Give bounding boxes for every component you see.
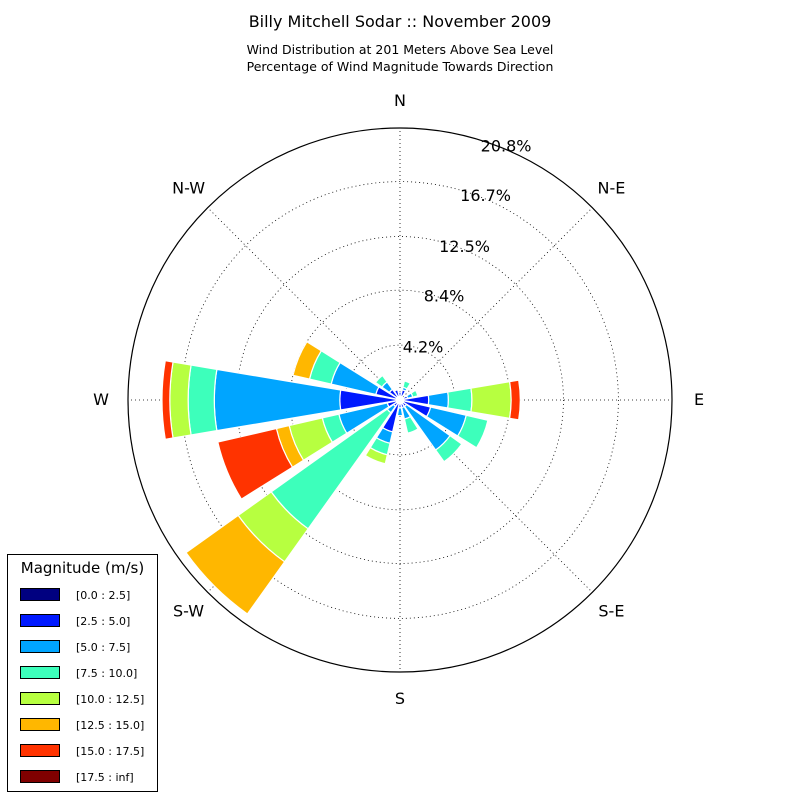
polar-boundary [127, 127, 673, 673]
wind-bar-segment [402, 380, 412, 390]
angular-grid-line [399, 399, 593, 593]
wind-bars [161, 340, 521, 615]
legend-swatch [20, 588, 60, 601]
wind-bar-segment [447, 387, 473, 413]
wind-bar-segment [185, 514, 286, 615]
legend-swatch [20, 692, 60, 705]
wind-bar-segment [403, 415, 419, 434]
wind-bar-segment [364, 446, 389, 465]
direction-label: S [395, 689, 405, 708]
radial-grid-ring [236, 236, 564, 564]
legend-label: [12.5 : 15.0] [76, 719, 145, 732]
wind-bar-segment [427, 391, 449, 409]
radial-tick-label: 12.5% [439, 237, 490, 256]
legend-swatch [20, 744, 60, 757]
direction-label: S-W [173, 601, 204, 620]
legend-swatch [20, 770, 60, 783]
wind-bar-segment [393, 389, 400, 398]
wind-bar-segment [434, 434, 463, 463]
legend-label: [10.0 : 12.5] [76, 693, 145, 706]
radial-tick-label: 8.4% [424, 287, 465, 306]
direction-label: N [394, 91, 406, 110]
angular-grid-line [207, 207, 401, 401]
wind-bar-segment [217, 427, 294, 500]
chart-subtitle-line-1: Wind Distribution at 201 Meters Above Se… [246, 42, 554, 57]
legend-label: [15.0 : 17.5] [76, 745, 145, 758]
angular-grid-line [399, 207, 593, 401]
wind-bar-segment [169, 361, 192, 439]
direction-label: E [694, 390, 704, 409]
legend-label: [0.0 : 2.5] [76, 589, 131, 602]
axis-labels: N N-E E S-E S S-W W N-W 4.2% 8.4% 12.5% 16.7% 20.8% [93, 91, 704, 708]
radial-tick-label: 16.7% [460, 186, 511, 205]
legend-swatch [20, 640, 60, 653]
legend-label: [7.5 : 10.0] [76, 667, 138, 680]
legend-label: [17.5 : inf] [76, 771, 134, 784]
wind-bar-segment [374, 374, 388, 388]
chart-title: Billy Mitchell Sodar :: November 2009 [248, 12, 552, 31]
legend-label: [5.0 : 7.5] [76, 641, 131, 654]
wind-bar-segment [396, 407, 404, 417]
legend-swatch [20, 614, 60, 627]
wind-bar-segment [410, 389, 419, 398]
chart-subtitle-line-2: Percentage of Wind Magnitude Towards Dir… [246, 59, 554, 74]
direction-label: N-W [172, 179, 205, 198]
direction-label: N-E [597, 179, 625, 198]
wind-bar-segment [508, 379, 521, 421]
legend-title: Magnitude (m/s) [20, 559, 145, 577]
wind-bar-segment [292, 340, 323, 380]
wind-bar-segment [161, 360, 174, 440]
legend: Magnitude (m/s) [0.0 : 2.5] [2.5 : 5.0] … [7, 554, 158, 792]
legend-label: [2.5 : 5.0] [76, 615, 131, 628]
radial-tick-label: 20.8% [481, 137, 532, 156]
wind-bar-segment [470, 380, 512, 420]
direction-label: S-E [598, 601, 624, 620]
legend-swatch [20, 718, 60, 731]
wind-bar-segment [456, 414, 489, 449]
radial-grid-ring [181, 181, 619, 619]
radial-tick-label: 4.2% [403, 337, 444, 356]
legend-swatch [20, 666, 60, 679]
direction-label: W [93, 390, 109, 409]
wind-bar-segment [187, 364, 218, 436]
